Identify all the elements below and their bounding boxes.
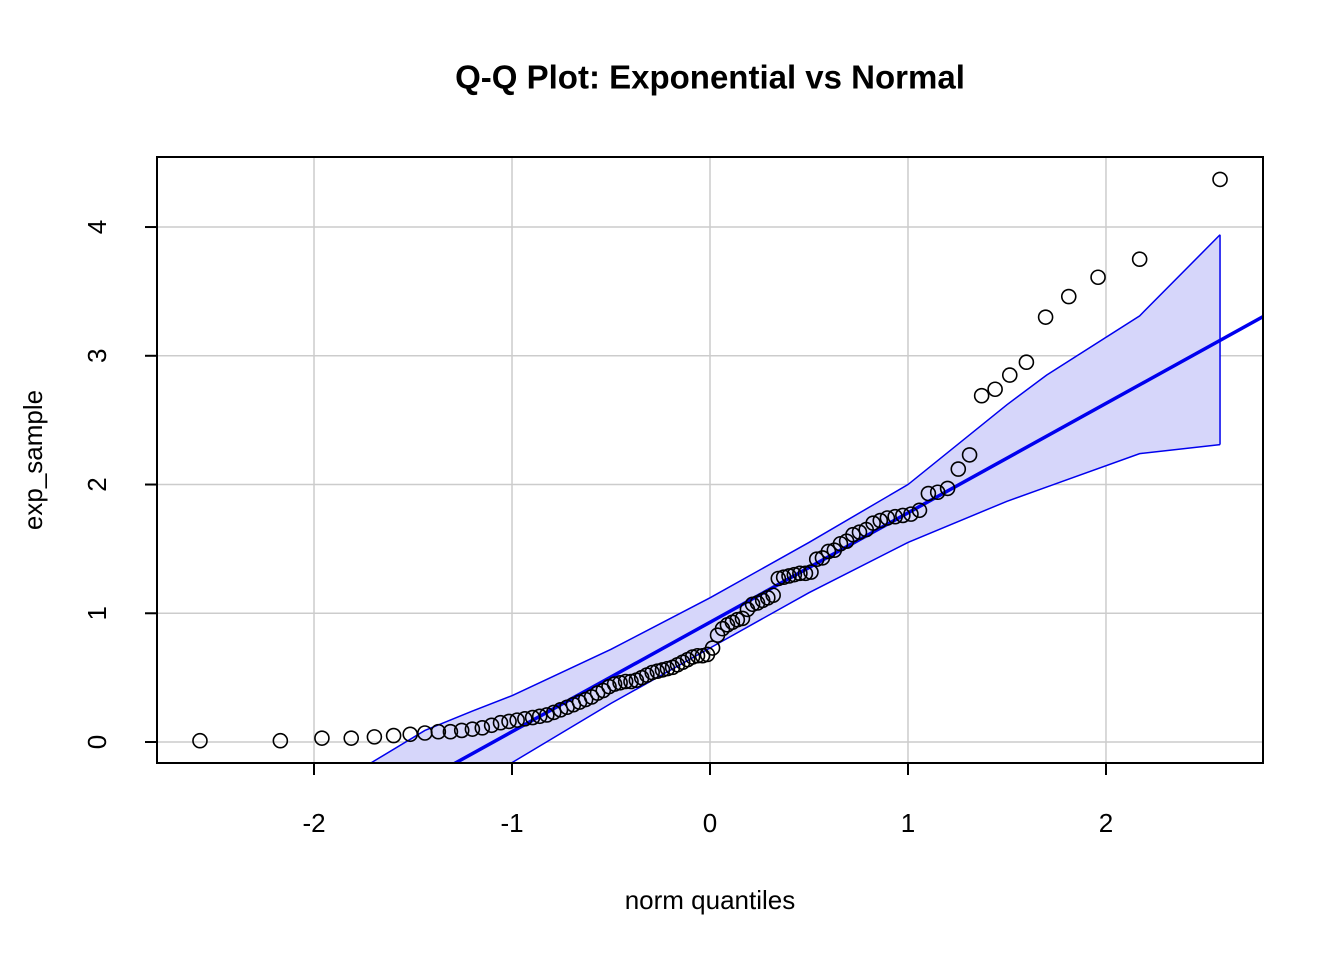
confidence-band xyxy=(371,234,1221,763)
reference-line xyxy=(451,315,1263,763)
data-point xyxy=(887,508,903,525)
data-point xyxy=(689,647,706,664)
x-tick-label: 2 xyxy=(1099,808,1113,838)
data-point xyxy=(872,512,889,529)
data-point xyxy=(961,447,978,463)
data-point xyxy=(1037,309,1054,325)
data-point xyxy=(1090,269,1106,286)
data-point xyxy=(474,720,491,736)
plot-area xyxy=(192,171,1263,763)
data-point xyxy=(492,714,509,731)
data-point xyxy=(903,506,919,522)
y-axis-label: exp_sample xyxy=(18,390,48,530)
data-point xyxy=(797,565,814,582)
data-point xyxy=(879,510,896,526)
data-point xyxy=(895,507,911,524)
data-point xyxy=(786,566,803,583)
axes: -2 -1 0 1 2 0 1 2 3 4 xyxy=(82,220,1113,838)
data-point xyxy=(517,711,533,727)
data-point xyxy=(1018,354,1035,371)
x-tick-label: 0 xyxy=(703,808,717,838)
data-point xyxy=(820,543,837,560)
data-point xyxy=(531,708,548,725)
data-point xyxy=(539,707,555,723)
data-point xyxy=(366,729,383,745)
data-point xyxy=(442,723,459,740)
data-point xyxy=(973,387,990,404)
data-point xyxy=(987,381,1003,398)
data-point xyxy=(385,727,402,744)
data-point xyxy=(775,569,792,586)
data-point xyxy=(929,484,946,501)
y-tick-label: 3 xyxy=(82,349,112,363)
data-point xyxy=(1060,288,1077,305)
data-point xyxy=(950,461,967,477)
data-point xyxy=(808,551,825,567)
data-point xyxy=(453,722,470,739)
data-point xyxy=(606,676,623,692)
data-point xyxy=(1212,171,1228,188)
x-tick-label: -2 xyxy=(302,808,325,838)
data-point xyxy=(545,704,562,721)
data-point xyxy=(1131,251,1148,268)
data-point xyxy=(734,610,751,627)
band-upper xyxy=(371,234,1221,763)
data-point xyxy=(552,702,569,718)
data-point xyxy=(623,673,639,690)
y-tick-label: 2 xyxy=(82,477,112,491)
chart-title: Q-Q Plot: Exponential vs Normal xyxy=(455,59,965,96)
data-point xyxy=(939,480,956,497)
data-point xyxy=(192,732,208,749)
x-axis-label: norm quantiles xyxy=(625,885,796,915)
data-point xyxy=(343,730,360,746)
data-point xyxy=(770,570,787,587)
data-point xyxy=(803,564,819,580)
data-point xyxy=(1001,367,1018,383)
y-tick-label: 1 xyxy=(82,606,112,620)
data-point xyxy=(865,515,881,531)
data-point xyxy=(851,524,868,540)
data-point xyxy=(920,485,937,502)
y-tick-label: 0 xyxy=(82,735,112,749)
x-tick-label: -1 xyxy=(500,808,523,838)
data-point xyxy=(765,587,781,604)
data-point xyxy=(792,565,808,582)
data-point xyxy=(617,673,634,690)
data-point xyxy=(781,568,797,584)
data-point xyxy=(845,526,861,543)
band-lower xyxy=(509,443,1221,763)
data-point xyxy=(430,723,447,740)
data-point xyxy=(314,730,330,746)
data-point xyxy=(272,732,289,749)
data-point xyxy=(911,502,928,519)
data-point xyxy=(501,713,517,730)
data-point xyxy=(612,674,628,691)
data-point xyxy=(483,717,500,734)
x-tick-label: 1 xyxy=(901,808,915,838)
data-point xyxy=(509,712,525,728)
y-tick-label: 4 xyxy=(82,220,112,234)
data-point xyxy=(464,721,481,737)
